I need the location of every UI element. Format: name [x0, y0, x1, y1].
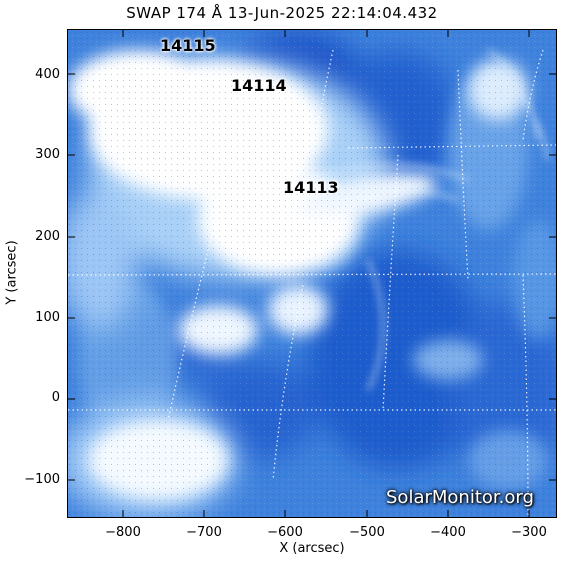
- axis-ticks: [67, 29, 557, 518]
- y-tick-label: 200: [35, 229, 60, 244]
- active-region-label: 14114: [231, 76, 287, 95]
- heliographic-grid: [68, 49, 556, 517]
- active-region-label: 14113: [283, 178, 339, 197]
- x-tick-label: −700: [186, 525, 222, 540]
- x-tick-label: −300: [511, 525, 547, 540]
- y-tick-label: 0: [51, 390, 60, 405]
- image-title: SWAP 174 Å 13-Jun-2025 22:14:04.432: [126, 4, 438, 22]
- y-tick-label: 300: [35, 147, 60, 162]
- y-tick-label: −100: [24, 472, 60, 487]
- solar-euv-image: [68, 30, 556, 517]
- x-tick-label: −800: [105, 525, 141, 540]
- y-axis-label: Y (arcsec): [4, 240, 20, 305]
- x-axis-label: X (arcsec): [279, 541, 345, 556]
- x-tick-label: −600: [267, 525, 303, 540]
- y-tick-label: 400: [35, 67, 60, 82]
- active-region-label: 14115: [160, 36, 216, 55]
- x-tick-label: −400: [430, 525, 466, 540]
- x-tick-label: −500: [349, 525, 385, 540]
- y-tick-label: 100: [35, 310, 60, 325]
- solar-image-frame: [67, 29, 557, 518]
- solarmonitor-watermark: SolarMonitor.org: [386, 487, 534, 508]
